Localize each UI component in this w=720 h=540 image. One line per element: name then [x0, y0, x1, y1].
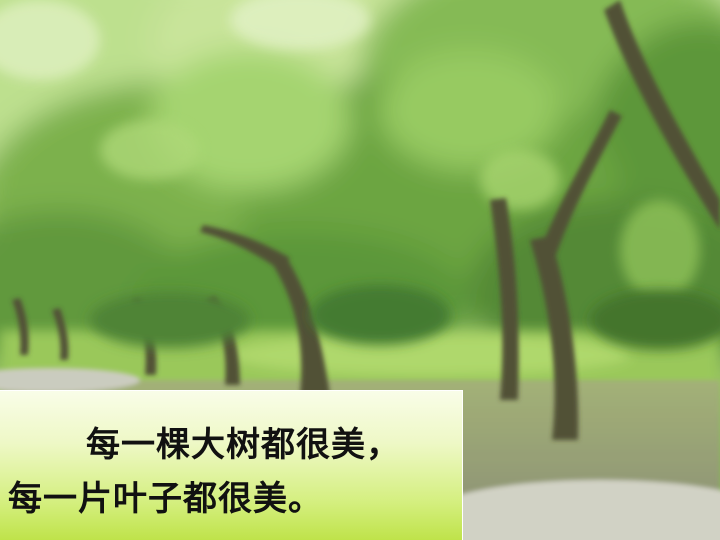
undergrowth [90, 285, 720, 350]
caption-line-2: 每一片叶子都很美。 [8, 479, 323, 519]
leaf-highlights [0, 0, 700, 300]
caption-line-1: 每一棵大树都很美， [86, 425, 401, 465]
caption-box: 每一棵大树都很美， 每一片叶子都很美。 [0, 390, 463, 540]
